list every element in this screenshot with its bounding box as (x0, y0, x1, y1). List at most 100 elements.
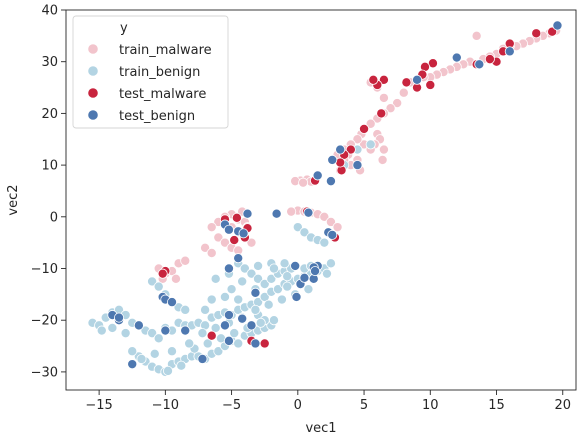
point-train_benign-89 (127, 346, 138, 357)
point-train_benign-67 (239, 263, 250, 274)
point-train_benign-113 (107, 322, 118, 333)
point-train_benign-12 (153, 333, 164, 344)
point-train_benign-122 (276, 294, 287, 305)
point-test_benign-6 (352, 160, 363, 171)
point-test_benign-29 (246, 320, 257, 331)
point-test_benign-4 (412, 74, 423, 85)
point-test_malware-17 (359, 123, 370, 134)
legend-label-train_benign: train_benign (119, 65, 200, 80)
point-train_benign-108 (210, 273, 221, 284)
point-train_malware-23 (398, 87, 409, 98)
legend-label-test_malware: test_malware (119, 87, 206, 102)
point-train_benign-54 (233, 338, 244, 349)
point-train_benign-88 (200, 304, 211, 315)
point-train_benign-83 (219, 291, 230, 302)
point-test_malware-31 (206, 330, 217, 341)
plot-area (65, 9, 577, 391)
point-test_malware-30 (157, 268, 168, 279)
legend-marker-test_benign (87, 109, 99, 121)
point-train_benign-114 (166, 346, 177, 357)
series-test_benign (107, 20, 563, 370)
point-train_benign-124 (303, 284, 314, 295)
point-train_malware-12 (471, 30, 482, 41)
point-train_benign-117 (210, 322, 221, 333)
legend-title: y (120, 21, 128, 36)
point-test_benign-42 (291, 291, 302, 302)
point-test_benign-25 (160, 325, 171, 336)
point-test_benign-10 (303, 207, 314, 218)
point-test_benign-46 (299, 272, 310, 283)
point-test_benign-33 (197, 353, 208, 364)
x-tick-label: 5 (360, 398, 368, 413)
x-axis-ticks: −15 −10 −5 0 5 10 15 20 (85, 390, 571, 413)
point-test_benign-3 (451, 52, 462, 63)
point-train_benign-111 (279, 258, 290, 269)
point-test_benign-0 (552, 20, 563, 31)
point-train_malware-77 (200, 242, 211, 253)
point-train_benign-28 (259, 291, 270, 302)
point-train_benign-125 (268, 263, 279, 274)
point-train_benign-30 (272, 284, 283, 295)
point-test_benign-12 (327, 229, 338, 240)
x-tick-label: 15 (488, 398, 505, 413)
legend-label-test_benign: test_benign (119, 109, 195, 124)
point-train_benign-126 (282, 271, 293, 282)
point-train_malware-64 (286, 206, 297, 217)
point-train_benign-77 (292, 222, 303, 233)
point-train_benign-65 (180, 304, 191, 315)
point-test_benign-19 (233, 253, 244, 264)
point-test_benign-45 (310, 266, 321, 277)
point-train_benign-116 (197, 328, 208, 339)
legend-marker-train_malware (87, 43, 99, 55)
point-test_benign-18 (238, 228, 249, 239)
point-train_benign-120 (250, 304, 261, 315)
point-train_benign-112 (120, 328, 131, 339)
legend-box (72, 15, 229, 129)
point-train_benign-38 (325, 258, 336, 269)
point-train_malware-61 (319, 211, 330, 222)
point-test_benign-31 (223, 335, 234, 346)
point-train_benign-109 (253, 260, 264, 271)
point-train_malware-70 (206, 222, 217, 233)
point-train_benign-97 (229, 328, 240, 339)
point-train_malware-35 (352, 134, 363, 145)
point-test_benign-20 (223, 263, 234, 274)
point-train_malware-62 (325, 216, 336, 227)
x-axis-label: vec1 (305, 421, 336, 436)
point-train_malware-79 (246, 237, 257, 248)
legend: y train_malware train_benign test_malwaret… (72, 15, 229, 129)
point-train_malware-30 (365, 118, 376, 129)
point-train_benign-101 (282, 281, 293, 292)
y-tick-label: −30 (31, 365, 58, 380)
y-tick-label: 0 (50, 210, 58, 225)
point-train_benign-99 (255, 317, 266, 328)
point-test_benign-24 (133, 320, 144, 331)
y-tick-label: 30 (41, 55, 58, 70)
point-train_malware-25 (385, 103, 396, 114)
point-test_malware-16 (376, 108, 387, 119)
point-train_malware-56 (298, 177, 309, 188)
point-train_malware-74 (219, 237, 230, 248)
point-test_malware-12 (401, 77, 412, 88)
point-test_benign-9 (312, 170, 323, 181)
point-train_malware-27 (378, 92, 389, 103)
point-test_benign-28 (223, 310, 234, 321)
point-train_benign-95 (202, 338, 213, 349)
point-test_benign-27 (219, 320, 230, 331)
point-train_malware-24 (392, 98, 403, 109)
point-train_benign-100 (268, 315, 279, 326)
point-test_malware-28 (231, 212, 242, 223)
x-tick-label: 10 (422, 398, 439, 413)
point-train_benign-84 (233, 294, 244, 305)
point-train_benign-71 (266, 273, 277, 284)
point-train_malware-78 (206, 247, 217, 258)
x-tick-label: −5 (222, 398, 241, 413)
point-train_malware-48 (377, 154, 388, 165)
point-train_benign-51 (213, 346, 224, 357)
point-train_malware-47 (378, 144, 389, 155)
point-train_benign-78 (299, 227, 310, 238)
point-test_malware-33 (259, 338, 270, 349)
plot-frame (65, 9, 577, 391)
point-test_benign-23 (166, 297, 177, 308)
point-train_benign-127 (365, 139, 376, 150)
